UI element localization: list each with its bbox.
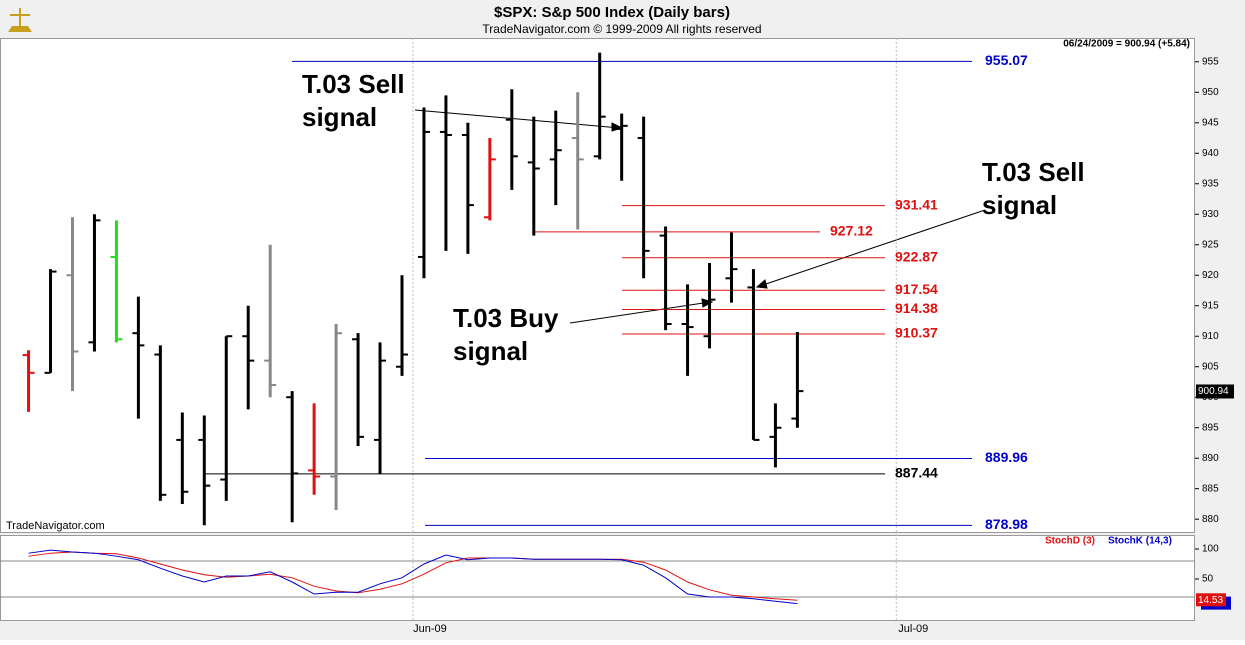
y-tick-label: 940 (1202, 148, 1219, 159)
y-tick-label: 945 (1202, 117, 1219, 128)
annotation: signal (302, 102, 377, 132)
y-tick-label: 910 (1202, 331, 1219, 342)
logo (8, 8, 32, 32)
legend-entry: StochD (3) (1045, 536, 1095, 547)
level-label: 889.96 (985, 449, 1028, 465)
arrows (414, 109, 986, 324)
y-tick-label: 925 (1202, 239, 1219, 250)
stoch-panel (0, 535, 1195, 621)
annotation: T.03 Sell (982, 157, 1085, 187)
chart-subtitle: TradeNavigator.com © 1999-2009 All right… (482, 22, 761, 36)
level-label: 878.98 (985, 516, 1028, 532)
y-tick-label: 50 (1202, 574, 1214, 585)
annotation: T.03 Buy (453, 303, 559, 333)
annotation: signal (982, 190, 1057, 220)
y-tick-label: 955 (1202, 56, 1219, 67)
level-label: 931.41 (895, 196, 938, 212)
header-quote: 06/24/2009 = 900.94 (+5.84) (1063, 39, 1190, 50)
legend-entry: StochK (14,3) (1108, 536, 1172, 547)
level-label: 914.38 (895, 300, 938, 316)
last-price-box (1196, 384, 1234, 399)
y-tick-label: 895 (1202, 422, 1219, 433)
level-label: 887.44 (895, 465, 938, 481)
price-panel (0, 38, 1195, 533)
stoch-line (28, 551, 798, 601)
y-tick-label: 890 (1202, 453, 1219, 464)
stoch-line (28, 549, 798, 605)
y-tick-label: 930 (1202, 209, 1219, 220)
y-tick-label: 950 (1202, 87, 1219, 98)
y-tick-label: 100 (1202, 544, 1219, 555)
chart-title: $SPX: S&p 500 Index (Daily bars) (494, 4, 730, 21)
y-tick-label: 915 (1202, 300, 1219, 311)
y-tick-label: 920 (1202, 270, 1219, 281)
annotation: signal (453, 336, 528, 366)
annotation: T.03 Sell (302, 69, 405, 99)
last-value-box (1196, 593, 1226, 607)
y-tick-label: 905 (1202, 361, 1219, 372)
level-label: 917.54 (895, 281, 938, 297)
level-label: 955.07 (985, 52, 1028, 68)
level-label: 922.87 (895, 248, 938, 264)
x-tick-label: Jul-09 (898, 623, 928, 635)
level-label: 927.12 (830, 223, 873, 239)
y-tick-label: 935 (1202, 178, 1219, 189)
y-tick-label: 880 (1202, 514, 1219, 525)
last-price-label: 900.94 (1198, 386, 1229, 397)
x-tick-label: Jun-09 (413, 623, 447, 635)
last-value-label: 14.53 (1198, 595, 1223, 606)
y-tick-label: 885 (1202, 483, 1219, 494)
watermark: TradeNavigator.com (6, 520, 105, 532)
level-label: 910.37 (895, 325, 938, 341)
